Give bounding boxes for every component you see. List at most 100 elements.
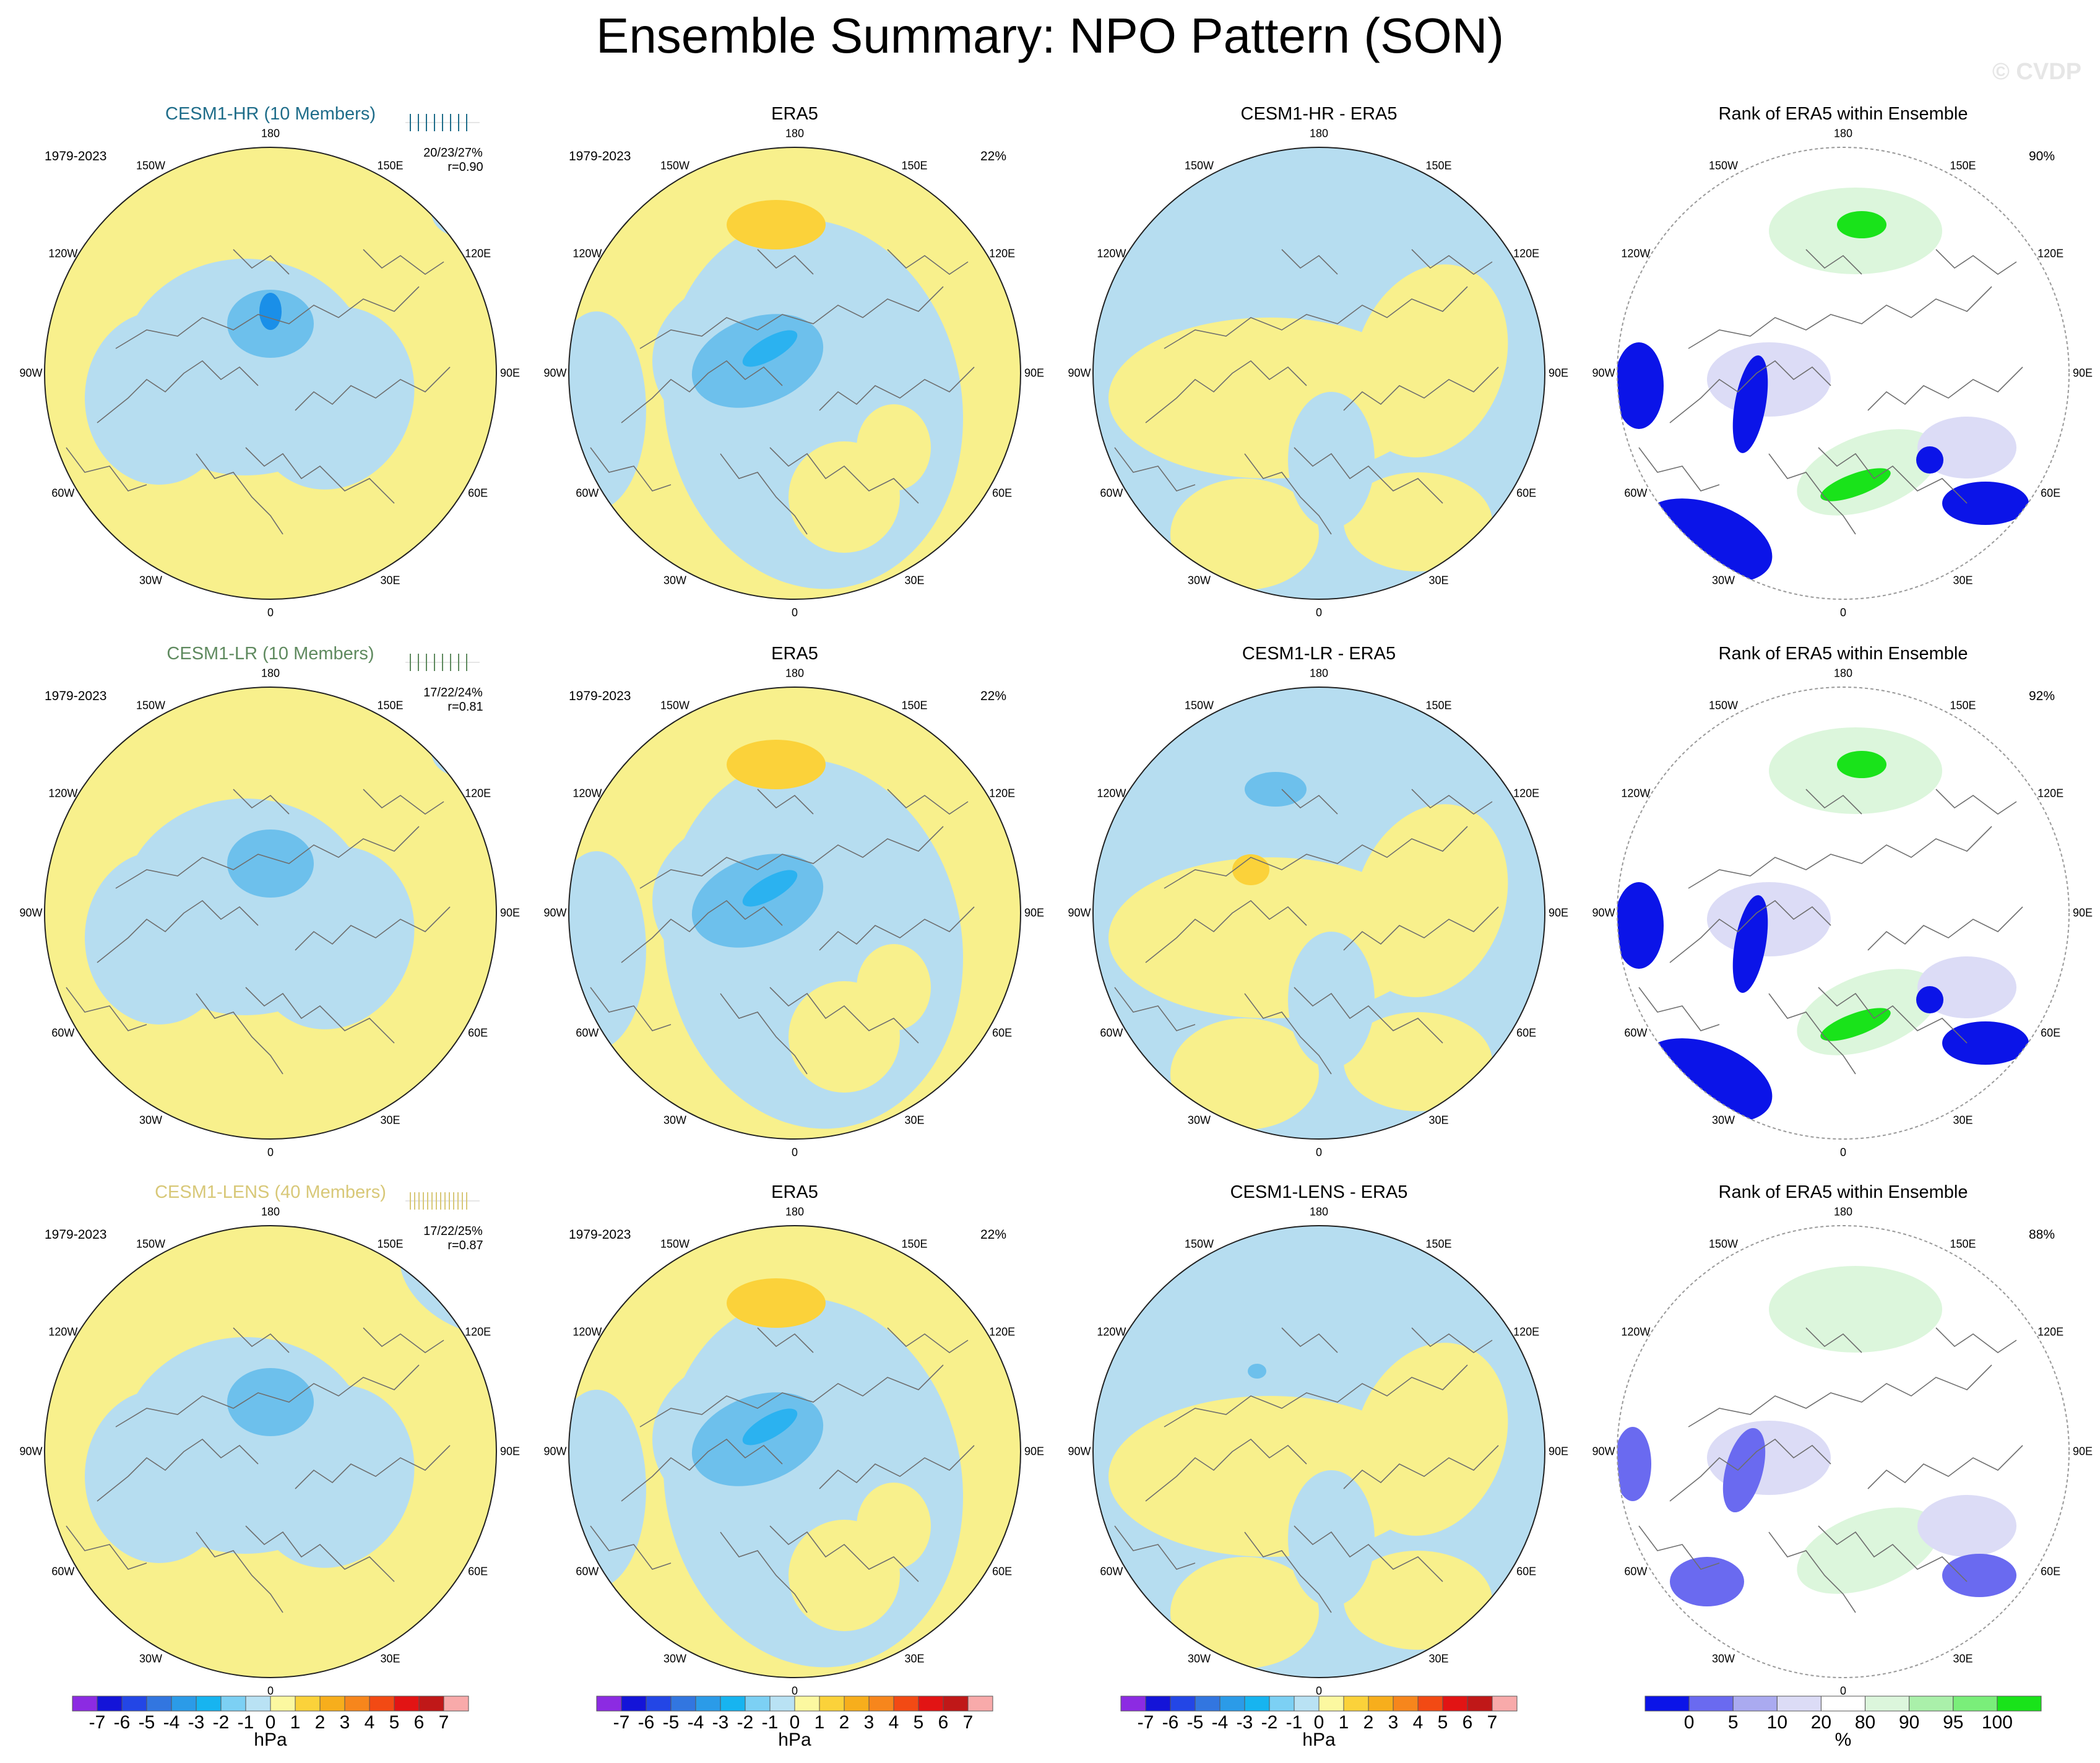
longitude-label: 150W xyxy=(1708,1237,1739,1250)
colorbar_hpa-swatch xyxy=(1417,1696,1443,1712)
coastline xyxy=(1638,987,1720,1031)
field-positive-lobe xyxy=(1352,1343,1508,1536)
period-label: 1979-2023 xyxy=(569,1228,631,1242)
colorbar_rank-tick-label: 0 xyxy=(1683,1712,1695,1733)
longitude-label: 180 xyxy=(785,127,805,140)
coastline xyxy=(1818,1525,1968,1582)
coastline xyxy=(1867,906,2023,951)
coastline xyxy=(1669,360,1831,423)
coastline xyxy=(97,1438,259,1502)
longitude-label: 0 xyxy=(791,1684,798,1697)
longitude-label: 90E xyxy=(1548,906,1569,919)
coastline xyxy=(1244,453,1332,535)
colorbar_hpa-tick-label: -6 xyxy=(637,1712,655,1733)
panel-title: ERA5 xyxy=(771,1182,818,1202)
field-positive-lobe xyxy=(1352,804,1508,997)
longitude-label: 90E xyxy=(2072,1445,2093,1458)
longitude-label: 120E xyxy=(2037,1325,2064,1338)
rank-green xyxy=(1837,211,1886,238)
map-border xyxy=(44,687,497,1140)
coastline xyxy=(245,1525,395,1582)
longitude-label: 60W xyxy=(1624,1565,1648,1577)
colorbar_hpa-tick-label: -2 xyxy=(1261,1712,1278,1733)
field-positive-lobe xyxy=(1344,1012,1492,1111)
stats-range: 20/23/27% xyxy=(423,146,483,160)
map-panel-diff xyxy=(1093,1226,1545,1678)
longitude-label: 120W xyxy=(1097,247,1126,259)
period-label: 1979-2023 xyxy=(569,149,631,163)
coastline xyxy=(1768,1531,1856,1613)
longitude-label: 120E xyxy=(1513,247,1540,259)
colorbar_hpa-swatch xyxy=(1120,1696,1146,1712)
longitude-label: 120W xyxy=(48,1325,78,1338)
longitude-label: 120W xyxy=(1621,787,1651,799)
longitude-label: 60W xyxy=(576,1565,599,1577)
colorbar_hpa-swatch xyxy=(97,1696,123,1712)
map-border xyxy=(1617,1225,2070,1678)
colorbar_hpa-tick-label: 7 xyxy=(438,1712,449,1733)
coastline xyxy=(1935,249,2017,275)
colorbar_hpa-tick-label: 0 xyxy=(789,1712,800,1733)
pattern-correlation: r=0.90 xyxy=(447,160,483,174)
map-panel-diff xyxy=(1093,147,1545,599)
field-positive-core xyxy=(727,740,826,789)
coastline xyxy=(1768,453,1856,535)
variance-percent: 22% xyxy=(980,689,1007,703)
map-border xyxy=(44,1225,497,1678)
longitude-label: 150E xyxy=(901,699,928,712)
colorbar_rank-tick-label: 80 xyxy=(1854,1712,1876,1733)
longitude-label: 120E xyxy=(2037,247,2064,259)
longitude-label: 30E xyxy=(1428,1114,1449,1127)
colorbar_rank-swatch xyxy=(1997,1696,2042,1712)
longitude-label: 90E xyxy=(1024,366,1045,379)
field-negative-lobe xyxy=(569,1390,646,1588)
longitude-label: 60E xyxy=(2041,1565,2061,1577)
colorbar_hpa-tick-label: 6 xyxy=(413,1712,425,1733)
colorbar_hpa-swatch xyxy=(344,1696,370,1712)
colorbar_hpa-swatch xyxy=(646,1696,672,1712)
coastline xyxy=(621,360,783,423)
colorbar_hpa-swatch xyxy=(196,1696,222,1712)
colorbar_hpa-swatch xyxy=(1195,1696,1221,1712)
colorbar_hpa-swatch xyxy=(1244,1696,1270,1712)
map-border xyxy=(1092,687,1545,1140)
colorbar_hpa-tick-label: -5 xyxy=(662,1712,680,1733)
longitude-label: 90E xyxy=(1548,1445,1569,1458)
colorbar_hpa-swatch xyxy=(369,1696,395,1712)
longitude-label: 60E xyxy=(2041,487,2061,499)
colorbar_hpa-swatch xyxy=(745,1696,771,1712)
longitude-label: 180 xyxy=(261,667,280,680)
colorbar_hpa-tick-label: -3 xyxy=(1236,1712,1253,1733)
rank-mid-blue xyxy=(1942,1554,2016,1597)
period-label: 1979-2023 xyxy=(45,149,107,163)
longitude-label: 30E xyxy=(1953,574,1973,587)
longitude-label: 0 xyxy=(1315,1684,1323,1697)
coastline xyxy=(639,286,944,349)
coastline xyxy=(66,987,147,1031)
longitude-label: 30W xyxy=(139,574,163,587)
coastline xyxy=(769,987,919,1044)
panel-title: CESM1-LR - ERA5 xyxy=(1242,644,1396,664)
longitude-label: 150W xyxy=(660,159,690,172)
longitude-label: 60W xyxy=(1624,487,1648,499)
longitude-label: 180 xyxy=(261,127,280,140)
longitude-label: 90W xyxy=(19,906,43,919)
coastline xyxy=(720,1531,808,1613)
colorbar_hpa-tick-label: -2 xyxy=(737,1712,754,1733)
colorbar_hpa-swatch xyxy=(1368,1696,1394,1712)
longitude-label: 120E xyxy=(465,247,491,259)
longitude-label: 150W xyxy=(660,1237,690,1250)
rank-pale-green xyxy=(1769,1266,1942,1353)
colorbar_hpa-units: hPa xyxy=(1302,1730,1336,1750)
coastline xyxy=(590,987,672,1031)
coastline xyxy=(1343,1445,1499,1489)
colorbar_hpa-tick-label: 6 xyxy=(1462,1712,1473,1733)
field-negative-lobe xyxy=(85,851,233,1024)
map-border xyxy=(1617,147,2070,600)
longitude-label: 180 xyxy=(261,1205,280,1218)
map-panel-model xyxy=(45,687,496,1139)
colorbar_hpa-swatch xyxy=(695,1696,721,1712)
variance-percent: 22% xyxy=(980,149,1007,163)
field-negative-lobe xyxy=(1288,392,1375,528)
coastline xyxy=(1638,1525,1720,1570)
